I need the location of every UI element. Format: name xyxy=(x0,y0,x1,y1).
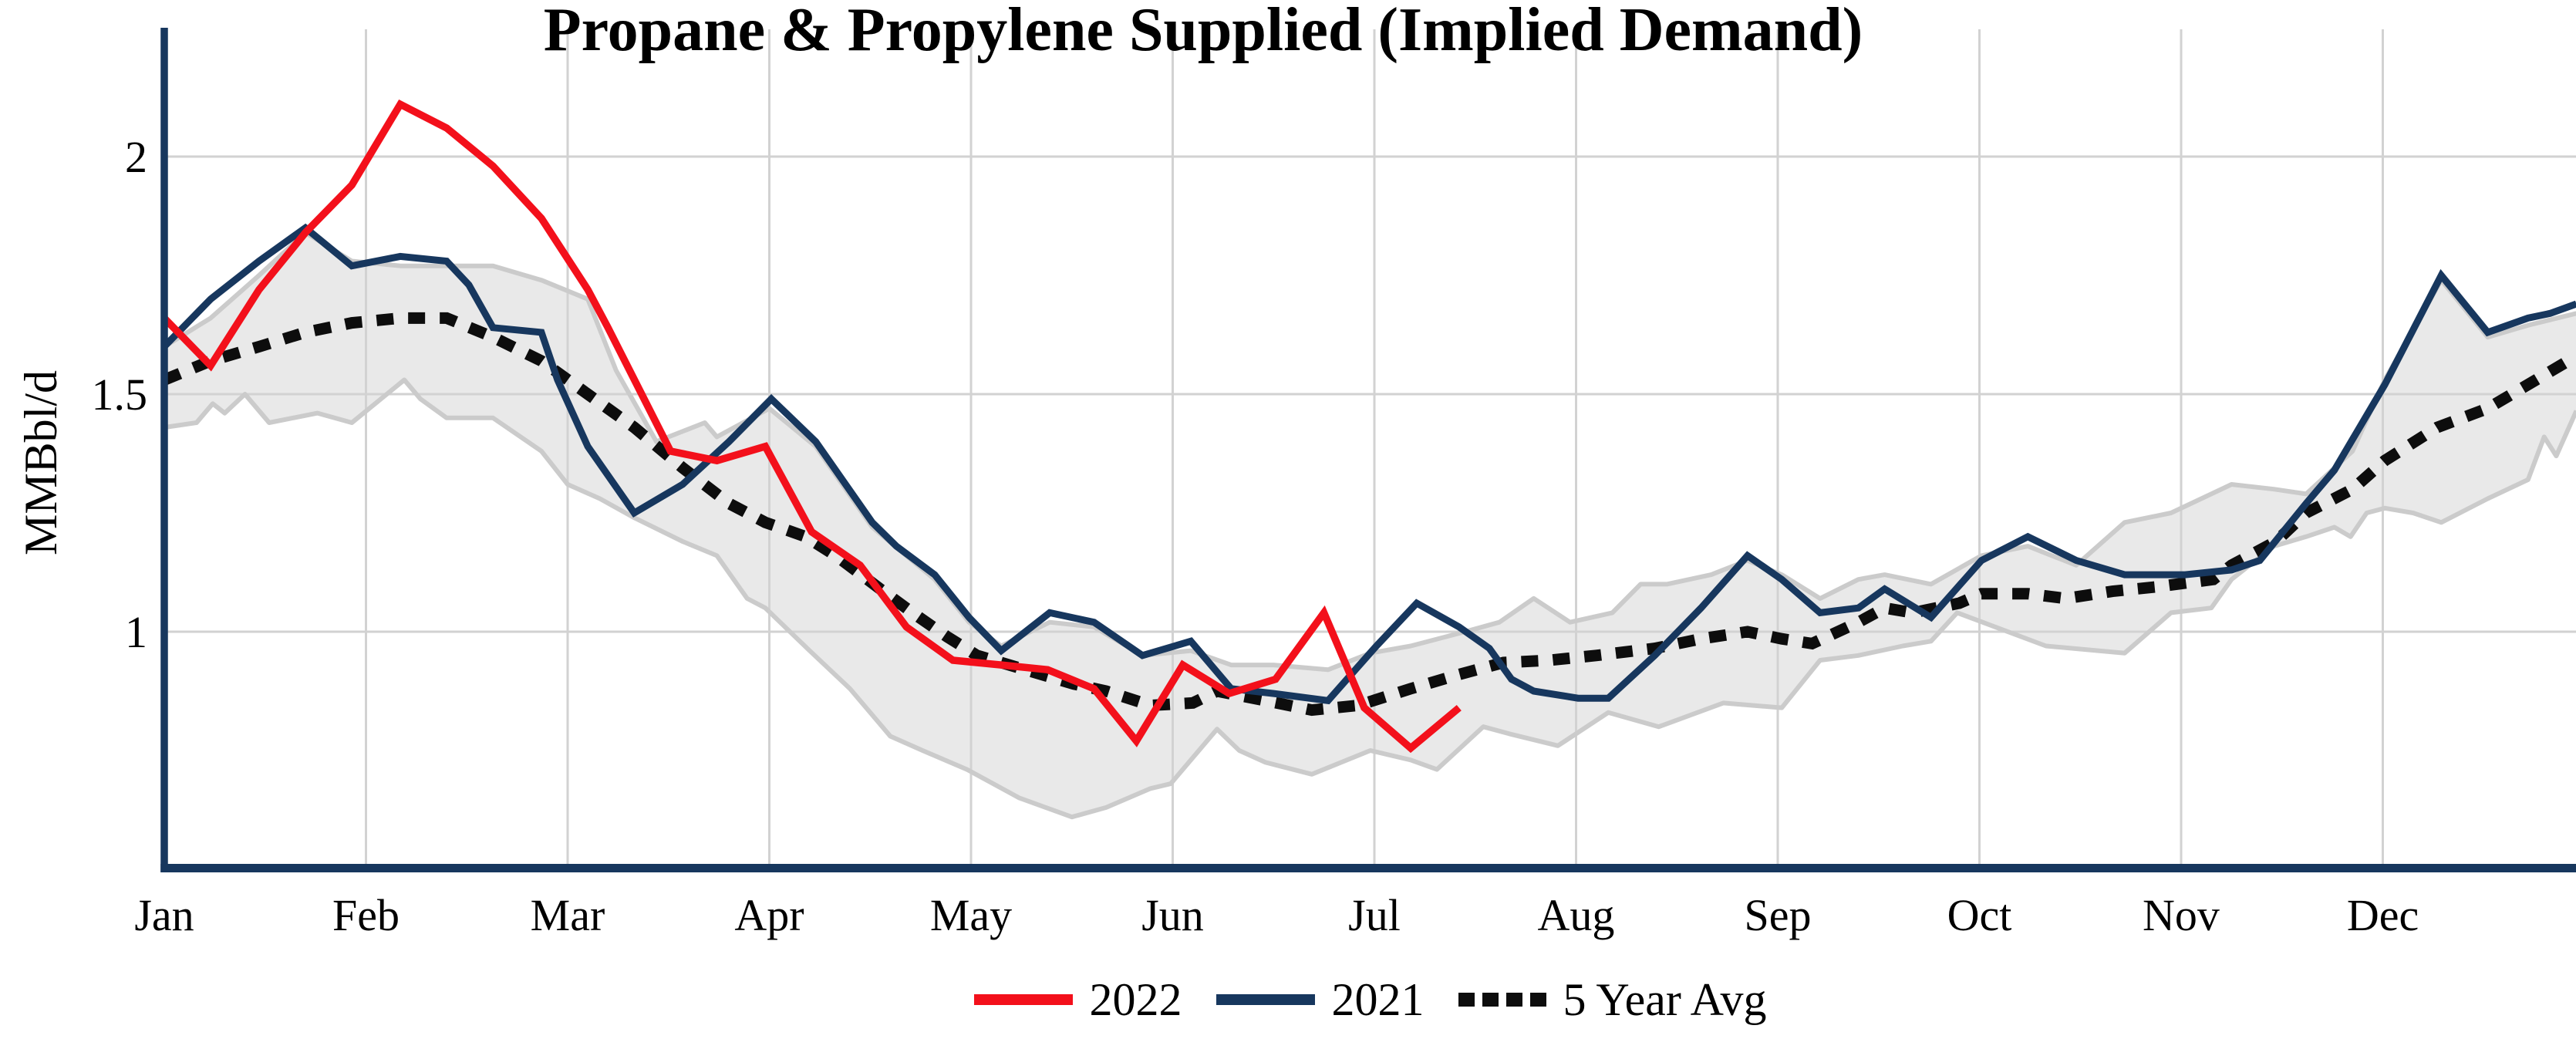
legend: 2022 2021 5 Year Avg xyxy=(164,969,2576,1030)
legend-swatch-5yr-dotted-line xyxy=(1458,993,1546,1007)
series-line-2022 xyxy=(161,99,1462,754)
legend-label-5-year-avg: 5 Year Avg xyxy=(1563,974,1767,1025)
legend-swatch-2022-red-line xyxy=(973,994,1073,1005)
band-top-edge xyxy=(163,230,2576,673)
series-line-5-year-avg xyxy=(162,312,2576,717)
x-axis-spine xyxy=(160,864,2576,872)
x-tick-label-May: May xyxy=(930,890,1012,940)
legend-swatch-2021-navy-line xyxy=(1216,994,1315,1005)
x-tick-label-Sep: Sep xyxy=(1745,890,1812,940)
legend-label-2021: 2021 xyxy=(1331,974,1425,1025)
x-tick-label-Jun: Jun xyxy=(1141,890,1204,940)
series-line-2021 xyxy=(161,223,2576,705)
band-bottom-edge xyxy=(164,377,2576,820)
y-tick-label-1.5: 1.5 xyxy=(92,369,148,420)
x-tick-label-Jan: Jan xyxy=(134,890,194,940)
y-tick-label-2: 2 xyxy=(125,132,147,182)
legend-item-2021: 2021 xyxy=(1216,976,1425,1023)
y-axis-title: MMBbl/d xyxy=(15,369,66,556)
x-tick-label-Apr: Apr xyxy=(734,890,804,940)
legend-item-5-year-avg: 5 Year Avg xyxy=(1458,974,1767,1025)
x-tick-label-Aug: Aug xyxy=(1538,890,1615,940)
x-tick-label-Feb: Feb xyxy=(332,890,400,940)
chart-title: Propane & Propylene Supplied (Implied De… xyxy=(543,0,1863,64)
y-tick-label-1: 1 xyxy=(125,607,147,657)
y-axis-spine xyxy=(160,28,168,872)
x-tick-label-Oct: Oct xyxy=(1947,890,2012,940)
x-tick-label-Dec: Dec xyxy=(2347,890,2419,940)
five-year-range-band xyxy=(164,232,2576,818)
x-tick-label-Jul: Jul xyxy=(1348,890,1401,940)
x-tick-label-Nov: Nov xyxy=(2143,890,2220,940)
legend-item-2022: 2022 xyxy=(973,974,1182,1025)
x-tick-label-Mar: Mar xyxy=(531,890,605,940)
legend-label-2022: 2022 xyxy=(1089,974,1182,1025)
